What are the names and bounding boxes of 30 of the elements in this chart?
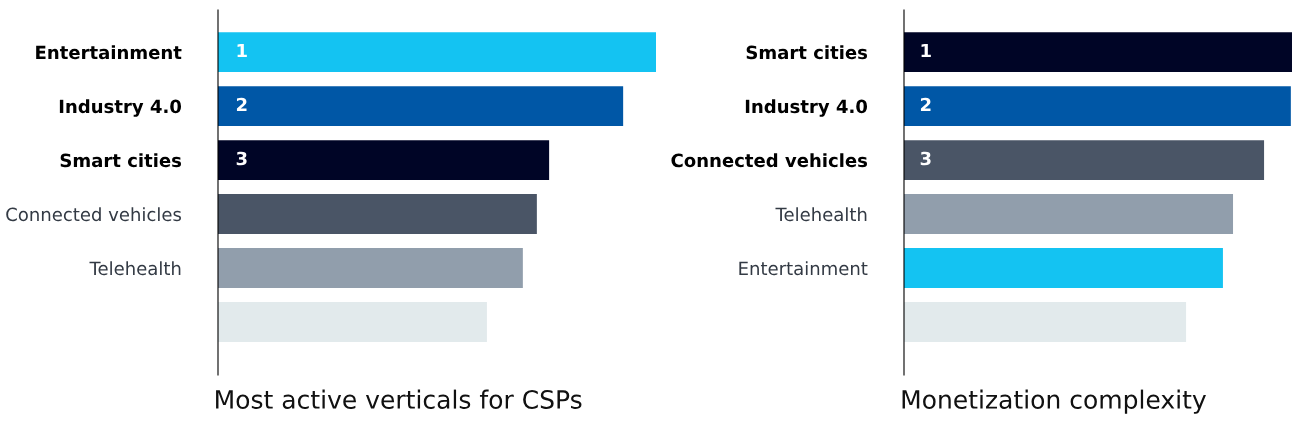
y-tick-label: Smart cities (60, 153, 182, 168)
bar (904, 86, 1291, 127)
bar (218, 32, 656, 73)
bar (218, 140, 550, 181)
bar (904, 302, 1187, 343)
x-axis-title: Monetization complexity (902, 389, 1206, 414)
bar (218, 248, 523, 289)
bar (904, 32, 1292, 73)
y-tick-label: Connected vehicles (6, 207, 181, 222)
y-tick-label: Industry 4.0 (59, 99, 182, 117)
annotation: 1 (237, 43, 247, 58)
y-tick-label: Telehealth (89, 261, 181, 276)
bar (218, 86, 624, 127)
y-tick-label: Entertainment (739, 261, 868, 276)
annotation: 3 (236, 151, 247, 166)
bar (218, 302, 487, 343)
y-tick-label: Smart cities (746, 45, 868, 60)
annotation: 2 (920, 97, 931, 112)
y-tick-label: Industry 4.0 (745, 99, 868, 117)
bar (904, 248, 1223, 289)
y-tick-label: Entertainment (36, 45, 182, 60)
bar (218, 194, 537, 235)
annotation: 2 (236, 97, 247, 112)
y-tick-label: Connected vehicles (671, 153, 868, 168)
annotation: 3 (920, 151, 931, 166)
y-tick-label: Telehealth (775, 207, 867, 222)
annotation: 1 (921, 43, 931, 58)
bar (904, 140, 1265, 181)
bar (904, 194, 1234, 235)
x-axis-title: Most active verticals for CSPs (216, 389, 582, 409)
